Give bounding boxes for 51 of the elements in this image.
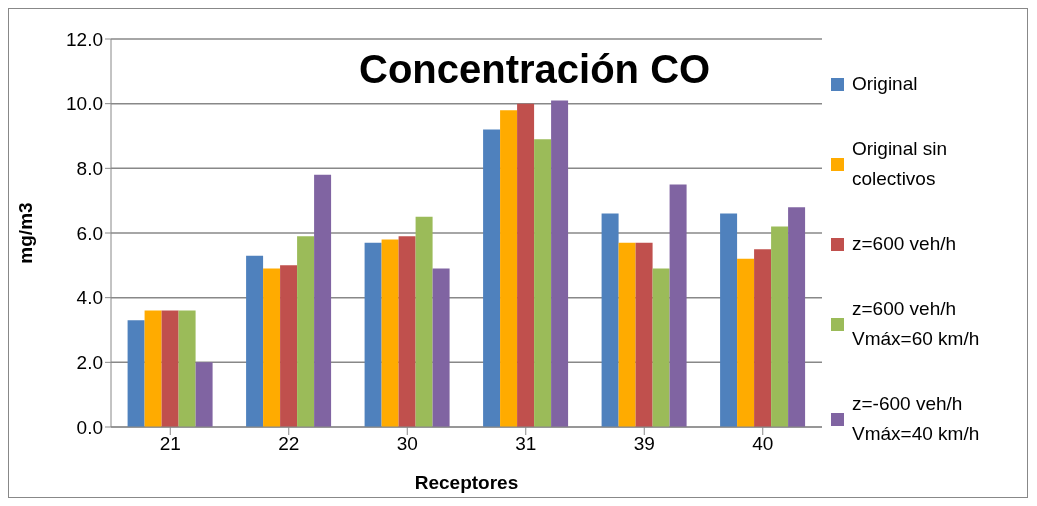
bar <box>635 242 653 427</box>
y-tick-label: 2.0 <box>76 352 103 374</box>
bar <box>263 268 281 427</box>
bar <box>534 139 552 427</box>
x-tick-label: 31 <box>515 433 537 455</box>
bar <box>500 110 518 427</box>
y-tick-label: 4.0 <box>76 287 103 309</box>
legend-label: Original sin colectivos <box>852 137 949 191</box>
bar <box>364 242 382 427</box>
legend-label: Original <box>852 72 919 96</box>
bar <box>195 362 213 427</box>
y-tick-label: 8.0 <box>76 158 103 180</box>
bar <box>618 242 636 427</box>
y-tick-label: 10.0 <box>66 93 103 115</box>
bar <box>771 226 789 427</box>
x-tick-label: 39 <box>633 433 655 455</box>
bar <box>144 310 162 427</box>
bar <box>601 213 619 427</box>
bar <box>178 310 196 427</box>
y-axis-title: mg/m3 <box>14 202 36 264</box>
bar <box>297 236 315 427</box>
bar <box>669 184 687 427</box>
x-tick-label: 30 <box>396 433 418 455</box>
bar <box>754 249 772 427</box>
bar <box>280 265 298 427</box>
legend-label: z=-600 veh/h Vmáx=40 km/h <box>852 392 981 446</box>
bar <box>483 129 501 427</box>
x-tick-label: 21 <box>159 433 181 455</box>
y-tick-label: 6.0 <box>76 222 103 244</box>
x-axis-title: Receptores <box>414 472 519 493</box>
bar <box>381 239 399 427</box>
bar <box>398 236 416 427</box>
bar <box>432 268 450 427</box>
legend-label: z=600 veh/h <box>852 232 958 256</box>
y-tick-label: 0.0 <box>76 416 103 438</box>
bar <box>652 268 670 427</box>
x-tick-label: 22 <box>278 433 300 455</box>
bar <box>161 310 179 427</box>
bar <box>720 213 738 427</box>
bar <box>246 255 264 427</box>
y-tick-label: 12.0 <box>66 28 103 50</box>
legend-label: z=600 veh/h Vmáx=60 km/h <box>852 297 981 351</box>
chart-title: Concentración CO <box>359 47 711 92</box>
bar <box>737 258 755 427</box>
bar <box>788 207 806 427</box>
bar <box>127 320 145 427</box>
bar <box>551 100 569 427</box>
x-tick-label: 40 <box>752 433 774 455</box>
bar <box>314 174 332 427</box>
bar <box>415 216 433 427</box>
bar <box>517 103 535 427</box>
